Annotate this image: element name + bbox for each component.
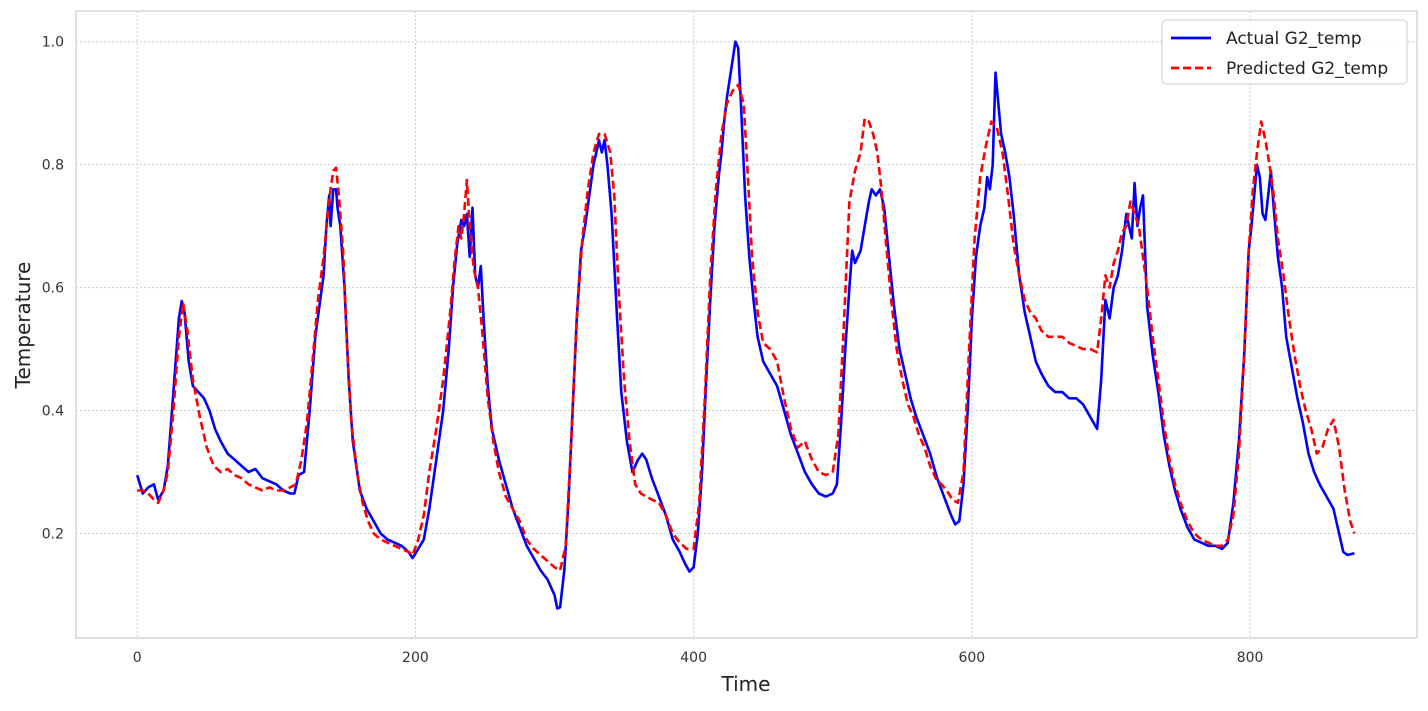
legend: Actual G2_temp Predicted G2_temp xyxy=(1161,19,1408,85)
plot-area-frame xyxy=(75,10,1418,639)
legend-label-actual: Actual G2_temp xyxy=(1226,29,1362,49)
y-axis-label: Temperature xyxy=(11,262,35,390)
series-line-predicted xyxy=(137,83,1356,572)
y-tick-label: 0.2 xyxy=(42,527,64,543)
tick-labels: 0 200 400 600 800 0.2 0.4 0.6 0.8 1.0 xyxy=(42,35,1264,666)
legend-label-predicted: Predicted G2_temp xyxy=(1226,59,1388,79)
y-tick-label: 0.6 xyxy=(42,281,64,297)
x-tick-label: 800 xyxy=(1237,650,1264,666)
legend-box xyxy=(1161,19,1408,85)
y-tick-label: 1.0 xyxy=(42,35,64,51)
y-tick-label: 0.4 xyxy=(42,404,64,420)
x-tick-label: 400 xyxy=(680,650,707,666)
x-axis-label: Time xyxy=(721,672,771,696)
y-tick-label: 0.8 xyxy=(42,158,64,174)
x-tick-label: 0 xyxy=(133,650,142,666)
plot-area-background xyxy=(76,11,1417,638)
x-tick-label: 200 xyxy=(402,650,429,666)
x-tick-label: 600 xyxy=(958,650,985,666)
series-lines xyxy=(135,40,1356,610)
